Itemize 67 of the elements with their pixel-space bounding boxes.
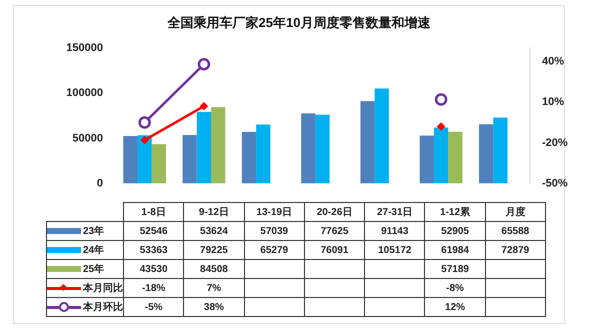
data-label: 76091	[304, 240, 365, 260]
point	[138, 116, 151, 129]
bar	[211, 107, 226, 184]
bar	[374, 88, 389, 184]
data-label: 65588	[485, 222, 546, 240]
bar	[420, 136, 434, 184]
y-tick-label: 100000	[66, 87, 103, 100]
legend-label: 24年	[46, 240, 124, 260]
bar	[301, 113, 316, 184]
y-tick-label: 50000	[72, 132, 103, 144]
bar	[434, 127, 448, 184]
y-tick-label: 150000	[66, 42, 103, 54]
y2-tick-label: -50%	[542, 177, 568, 190]
bar	[256, 124, 270, 184]
y2-tick-label: 40%	[542, 56, 564, 68]
data-label: -18%	[124, 278, 184, 298]
x-tick-label: 月度	[485, 202, 546, 222]
data-label: 57039	[244, 222, 304, 240]
data-label: 57189	[424, 260, 486, 278]
data-label: 84508	[184, 260, 244, 278]
data-label: 53624	[184, 222, 244, 240]
data-label: 105172	[364, 240, 425, 260]
point	[198, 58, 210, 70]
bar	[315, 114, 330, 184]
y2-tick-label: 10%	[542, 96, 564, 108]
data-label: 61984	[424, 240, 486, 260]
point	[200, 102, 208, 110]
point	[140, 136, 149, 144]
x-tick-label: 9-12日	[184, 202, 244, 222]
data-label: 38%	[184, 298, 244, 316]
legend-label: 23年	[46, 222, 124, 240]
data-label: 53363	[124, 240, 184, 260]
bar	[242, 132, 256, 184]
bar	[182, 134, 197, 184]
data-label: 72879	[485, 240, 546, 260]
data-label: 43530	[124, 260, 184, 278]
data-label: 7%	[184, 278, 244, 298]
data-label: 52905	[424, 222, 486, 240]
point	[434, 93, 448, 106]
x-tick-label: 20-26日	[304, 202, 365, 222]
bar	[360, 101, 375, 184]
bar	[196, 112, 212, 184]
legend-label: 本月同比	[46, 278, 124, 298]
y-tick-label: 0	[96, 177, 103, 190]
data-label: 65279	[244, 240, 304, 260]
legend-label: 25年	[46, 260, 124, 278]
x-tick-label: 1-12累	[424, 202, 486, 222]
data-label: 77625	[304, 222, 365, 240]
y2-tick-label: -20%	[542, 136, 568, 149]
data-label: -5%	[124, 298, 184, 316]
chart-title: 全国乘用车厂家25年10月周度零售数量和增速	[166, 14, 432, 32]
data-label: 52546	[124, 222, 184, 240]
data-label: 79225	[184, 240, 244, 260]
legend-label: 本月环比	[46, 298, 124, 316]
data-label: 12%	[424, 298, 486, 316]
bar	[479, 124, 494, 184]
x-tick-label: 13-19日	[244, 202, 304, 222]
data-label: -8%	[424, 278, 486, 298]
bar	[152, 144, 166, 184]
x-tick-label: 1-8日	[124, 202, 184, 222]
bar	[138, 135, 152, 184]
bar	[493, 118, 508, 184]
point	[437, 122, 446, 131]
bar	[123, 136, 138, 184]
bar	[448, 132, 462, 184]
x-tick-label: 27-31日	[364, 202, 425, 222]
data-label: 91143	[364, 222, 425, 240]
